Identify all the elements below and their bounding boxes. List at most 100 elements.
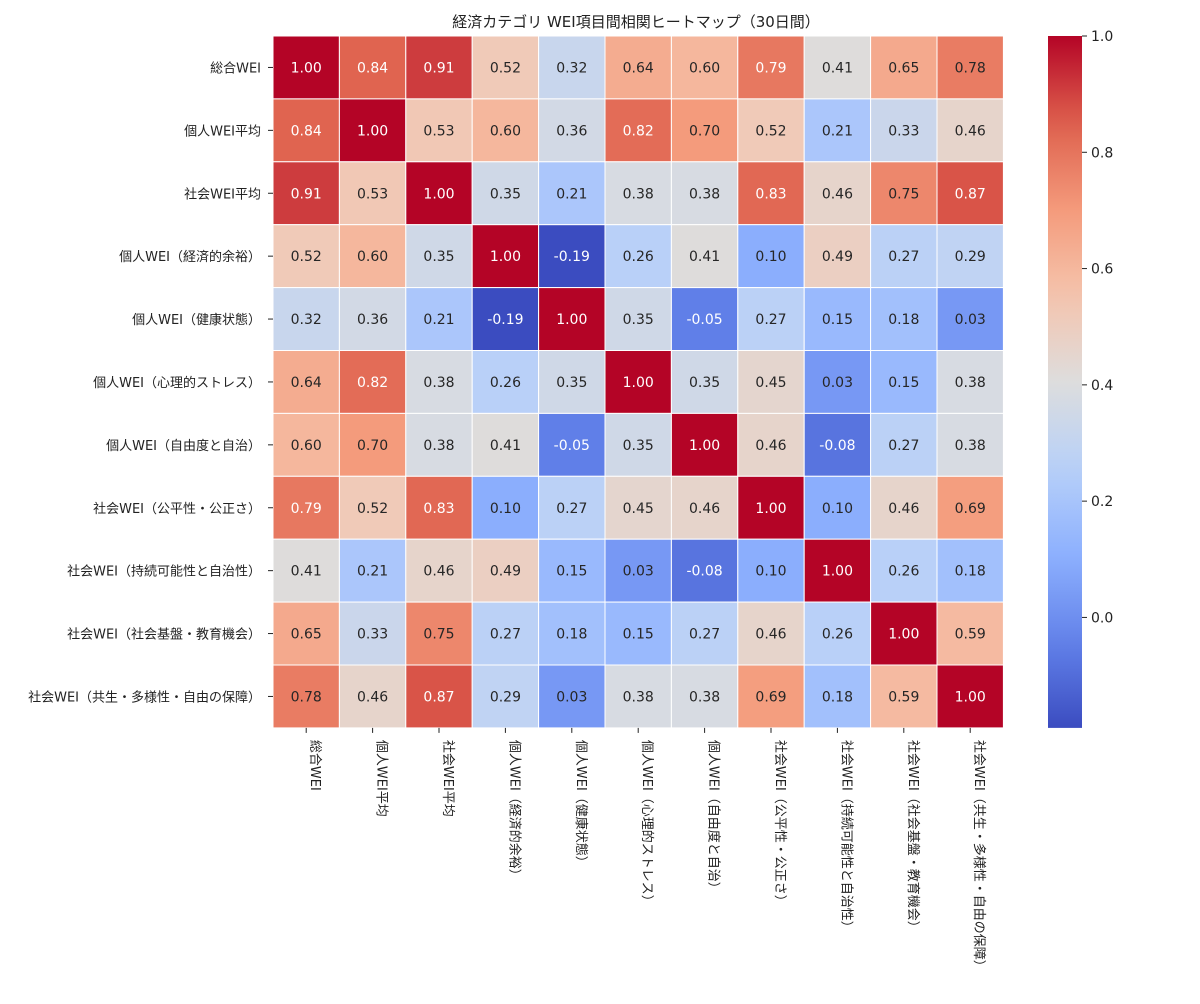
column-label: 社会WEI（共生・多様性・自由の保障） xyxy=(971,740,987,973)
heatmap-cell xyxy=(803,161,872,226)
heatmap-cell xyxy=(538,664,606,729)
heatmap-cell-value: 1.00 xyxy=(689,438,720,454)
heatmap-cell-value: 0.75 xyxy=(888,186,919,202)
heatmap-cell-value: 0.10 xyxy=(822,501,853,517)
heatmap-cell xyxy=(471,287,540,352)
heatmap-cell-value: 0.03 xyxy=(556,689,587,705)
heatmap-cell xyxy=(803,664,872,729)
heatmap-cell-value: 0.27 xyxy=(888,249,919,265)
heatmap-cell-value: 0.15 xyxy=(822,312,853,328)
column-label: 社会WEI（社会基盤・教育機会） xyxy=(905,740,921,934)
heatmap-cell-value: 0.41 xyxy=(291,564,322,580)
heatmap-cell xyxy=(870,224,938,289)
heatmap-cell-value: 1.00 xyxy=(291,60,322,76)
colorbar-tick-label: 1.0 xyxy=(1091,29,1113,45)
column-label: 個人WEI（健康状態） xyxy=(573,740,589,869)
heatmap-cell xyxy=(405,664,473,729)
heatmap-cell-value: 0.21 xyxy=(556,186,587,202)
heatmap-cell xyxy=(272,350,340,414)
heatmap-cell-value: 0.36 xyxy=(556,123,587,139)
heatmap-cell-value: 0.26 xyxy=(490,375,521,391)
heatmap-cell-value: 0.35 xyxy=(423,249,454,265)
heatmap-cell xyxy=(604,224,672,289)
heatmap-cell-value: 0.60 xyxy=(490,123,521,139)
heatmap-cell xyxy=(936,224,1004,289)
heatmap-cell xyxy=(870,35,938,100)
heatmap-cell-value: 0.38 xyxy=(623,689,654,705)
heatmap-cell-value: 0.46 xyxy=(357,689,388,705)
heatmap-cell-value: -0.08 xyxy=(686,564,722,580)
heatmap-cell xyxy=(405,412,473,477)
heatmap-cells xyxy=(272,35,1004,729)
heatmap-cell-value: 0.64 xyxy=(623,60,654,76)
heatmap-cell-value: 0.33 xyxy=(888,123,919,139)
row-label: 社会WEI（公平性・公正さ） xyxy=(93,501,261,517)
heatmap-cell xyxy=(936,287,1004,352)
row-label: 個人WEI（経済的余裕） xyxy=(119,249,261,265)
heatmap-cell-value: 0.45 xyxy=(623,501,654,517)
heatmap-cell xyxy=(604,412,672,477)
heatmap-cell-value: -0.19 xyxy=(554,249,590,265)
heatmap-cell xyxy=(803,601,872,666)
heatmap-cell xyxy=(936,350,1004,414)
heatmap-cell-value: -0.19 xyxy=(487,312,523,328)
heatmap-cell xyxy=(471,475,540,540)
heatmap-cell xyxy=(670,538,739,603)
heatmap-cell-value: 0.46 xyxy=(423,564,454,580)
heatmap-cell-value: 0.26 xyxy=(623,249,654,265)
heatmap-cell-value: 0.15 xyxy=(888,375,919,391)
heatmap-cell-value: 0.32 xyxy=(556,60,587,76)
heatmap-cell xyxy=(405,538,473,603)
heatmap-cell-value: 0.41 xyxy=(822,60,853,76)
heatmap-cell xyxy=(538,475,606,540)
heatmap-cell-value: 0.21 xyxy=(423,312,454,328)
row-label: 個人WEI（健康状態） xyxy=(132,312,261,328)
column-label: 個人WEI（心理的ストレス） xyxy=(639,740,655,908)
heatmap-cell xyxy=(737,664,805,729)
heatmap-cell-value: 0.53 xyxy=(357,186,388,202)
heatmap-cell xyxy=(338,35,407,100)
heatmap-cell xyxy=(604,475,672,540)
heatmap-cell-value: 0.35 xyxy=(623,438,654,454)
heatmap-cell xyxy=(405,35,473,100)
heatmap-cell xyxy=(737,35,805,100)
heatmap-cell xyxy=(604,98,672,163)
heatmap-cell-value: 0.38 xyxy=(955,438,986,454)
colorbar-tick-label: 0.6 xyxy=(1091,262,1113,278)
colorbar-tick-label: 0.0 xyxy=(1091,610,1113,626)
heatmap-cell-value: 0.84 xyxy=(357,60,388,76)
heatmap-cell xyxy=(803,287,872,352)
heatmap-cell xyxy=(870,412,938,477)
heatmap-cell-value: 0.49 xyxy=(822,249,853,265)
heatmap-cell-value: 1.00 xyxy=(888,627,919,643)
heatmap-cell xyxy=(405,161,473,226)
heatmap-cell-value: 0.38 xyxy=(689,186,720,202)
heatmap-cell xyxy=(670,161,739,226)
heatmap-cell xyxy=(604,538,672,603)
heatmap-cell-value: 0.46 xyxy=(822,186,853,202)
heatmap-cell-value: 0.59 xyxy=(955,627,986,643)
heatmap-cell xyxy=(803,350,872,414)
heatmap-cell xyxy=(272,601,340,666)
heatmap-cell xyxy=(737,475,805,540)
heatmap-cell-value: 0.49 xyxy=(490,564,521,580)
colorbar-gradient xyxy=(1048,36,1082,728)
heatmap-cell-value: -0.05 xyxy=(686,312,722,328)
heatmap-cell-value: 0.82 xyxy=(623,123,654,139)
heatmap-cell-value: 0.65 xyxy=(291,627,322,643)
heatmap-cell xyxy=(936,412,1004,477)
heatmap-cell xyxy=(471,412,540,477)
heatmap-cell-value: 0.60 xyxy=(689,60,720,76)
heatmap-cell xyxy=(737,98,805,163)
row-label: 社会WEI（共生・多様性・自由の保障） xyxy=(28,689,261,705)
heatmap-cell-value: 0.29 xyxy=(490,689,521,705)
colorbar-tick-label: 0.8 xyxy=(1091,145,1113,161)
heatmap-cell xyxy=(604,664,672,729)
heatmap-cell xyxy=(803,412,872,477)
heatmap-cell xyxy=(936,664,1004,729)
heatmap-cell xyxy=(538,161,606,226)
heatmap-cell xyxy=(936,35,1004,100)
heatmap-cell xyxy=(670,475,739,540)
heatmap-cell xyxy=(272,287,340,352)
heatmap-cell-value: 0.27 xyxy=(755,312,786,328)
